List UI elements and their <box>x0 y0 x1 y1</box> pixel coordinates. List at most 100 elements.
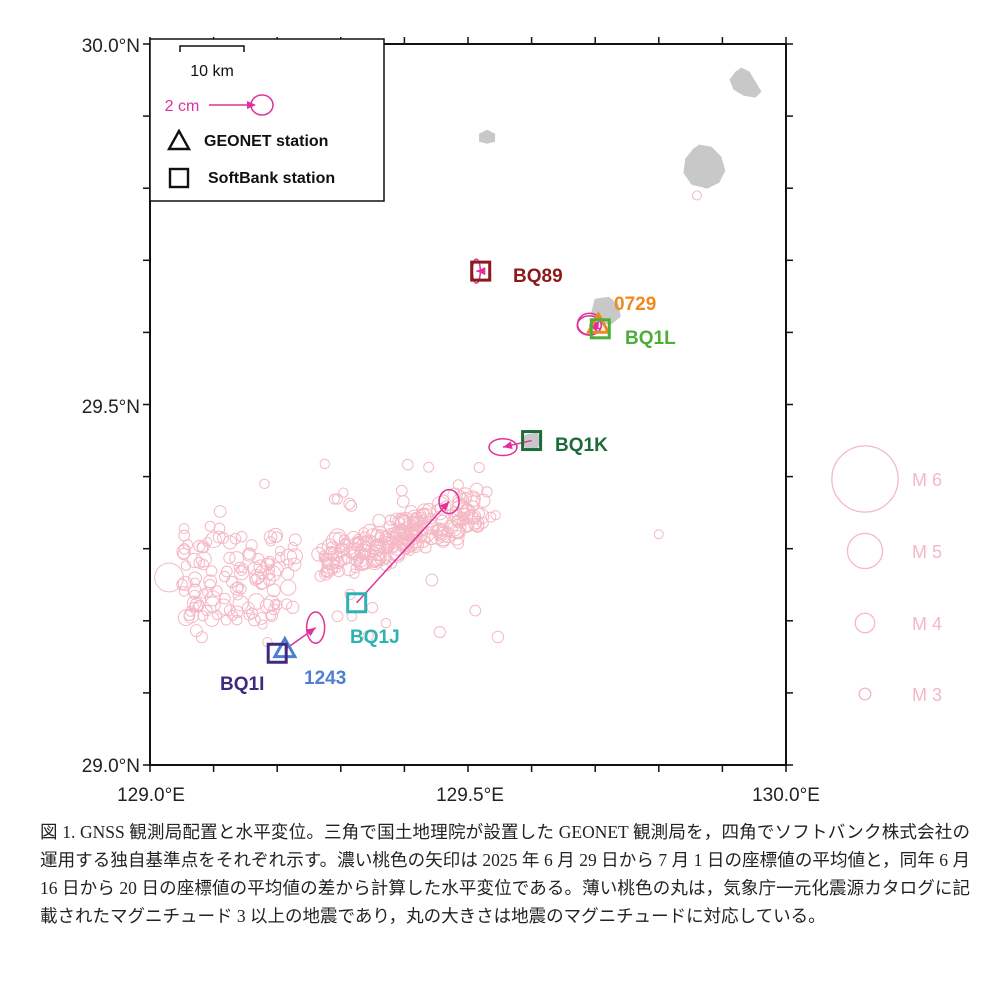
earthquake-marker <box>202 586 214 598</box>
earthquake-marker <box>271 599 283 611</box>
earthquake-marker <box>380 617 392 629</box>
earthquake-marker <box>229 532 242 545</box>
lat-label-29-5: 29.5°N <box>82 397 140 418</box>
earthquake-marker <box>381 540 395 553</box>
earthquake-layer <box>154 190 702 648</box>
earthquake-marker <box>362 630 374 642</box>
earthquake-marker <box>338 487 349 498</box>
earthquake-marker <box>368 546 380 558</box>
earthquake-marker <box>176 578 188 591</box>
earthquake-marker <box>321 564 335 579</box>
earthquake-marker <box>328 493 340 505</box>
label-0729: 0729 <box>614 294 656 315</box>
earthquake-marker <box>265 610 277 621</box>
earthquake-marker <box>346 530 360 544</box>
earthquake-marker <box>263 568 275 581</box>
island-west-small <box>479 129 496 144</box>
earthquake-marker <box>469 482 484 497</box>
earthquake-marker <box>220 614 232 626</box>
scale-bar <box>179 45 245 52</box>
arrow-scale-ellipse <box>250 94 274 116</box>
error-ellipse-BQ1K <box>488 438 518 457</box>
earthquake-marker <box>246 607 259 620</box>
earthquake-marker <box>183 609 196 622</box>
earthquake-marker <box>435 533 451 548</box>
mag-label-4: M 4 <box>912 614 942 634</box>
earthquake-marker <box>372 513 386 528</box>
earthquake-marker <box>238 562 249 574</box>
earthquake-marker <box>386 558 398 569</box>
earthquake-marker <box>232 581 244 594</box>
earthquake-marker <box>286 548 303 565</box>
earthquake-marker <box>366 553 383 571</box>
earthquake-marker <box>215 598 232 616</box>
mag-label-3: M 3 <box>912 685 942 705</box>
earthquake-marker <box>326 541 338 553</box>
earthquake-marker <box>464 490 481 508</box>
earthquake-marker <box>691 190 702 201</box>
earthquake-marker <box>653 529 664 540</box>
earthquake-marker <box>384 514 397 526</box>
earthquake-marker <box>263 555 276 568</box>
earthquake-marker <box>268 603 280 616</box>
earthquake-marker <box>366 601 379 614</box>
earthquake-marker <box>365 528 382 544</box>
earthquake-marker <box>205 531 222 549</box>
earthquake-marker <box>227 609 239 621</box>
map-frame <box>149 43 787 766</box>
earthquake-marker <box>243 548 255 560</box>
error-ellipse-BQ1L <box>576 315 603 336</box>
earthquake-marker <box>321 538 339 555</box>
earthquake-marker <box>212 530 226 544</box>
earthquake-marker <box>257 619 268 630</box>
magnitude-circle-5 <box>846 532 884 570</box>
earthquake-marker <box>318 550 329 561</box>
earthquake-marker <box>431 522 449 540</box>
magnitude-circle-6 <box>831 445 899 513</box>
earthquake-marker <box>213 505 227 518</box>
earthquake-marker <box>204 578 216 591</box>
earthquake-marker <box>468 515 485 532</box>
earthquake-marker <box>189 624 203 638</box>
earthquake-marker <box>416 503 433 519</box>
earthquake-marker <box>324 546 339 561</box>
island-east-north <box>729 67 762 98</box>
station-square-BQ1L <box>589 318 611 340</box>
earthquake-marker <box>389 512 405 528</box>
earthquake-marker <box>416 511 427 522</box>
legend: 10 km 2 cm GEONET station SoftBank stati… <box>149 38 385 202</box>
earthquake-marker <box>402 458 414 471</box>
earthquake-marker <box>192 601 204 612</box>
label-bq1j: BQ1J <box>350 627 400 648</box>
earthquake-marker <box>275 545 286 557</box>
earthquake-marker <box>188 571 202 586</box>
earthquake-marker <box>193 556 206 569</box>
geonet-legend-label: GEONET station <box>204 133 328 150</box>
earthquake-marker <box>349 568 360 579</box>
earthquake-marker <box>197 610 209 622</box>
vector-head-BQ1K <box>503 441 513 450</box>
earthquake-marker <box>247 613 261 627</box>
earthquake-marker <box>444 515 467 539</box>
earthquake-marker <box>281 567 295 581</box>
vector-head-BQ1J <box>440 501 450 511</box>
station-square-BQ89 <box>470 260 492 282</box>
earthquake-marker <box>263 594 280 612</box>
earthquake-marker <box>433 626 446 639</box>
earthquake-marker <box>280 579 297 596</box>
earthquake-marker <box>491 630 505 644</box>
earthquake-marker <box>232 590 243 601</box>
earthquake-marker <box>485 511 497 523</box>
station-square-BQ1I <box>266 642 288 664</box>
earthquake-marker <box>343 497 356 510</box>
station-square-BQ1K <box>521 430 543 452</box>
arrow-scale-label: 2 cm <box>165 98 200 115</box>
figure-caption: 図 1. GNSS 観測局配置と水平変位。三角で国土地理院が設置した GEONE… <box>40 822 970 926</box>
earthquake-marker <box>232 595 249 612</box>
earthquake-marker <box>447 487 463 503</box>
earthquake-marker <box>223 551 236 564</box>
earthquake-marker <box>481 486 493 498</box>
islands-layer <box>479 67 762 449</box>
label-bq89: BQ89 <box>513 266 563 287</box>
earthquake-marker <box>490 510 501 521</box>
